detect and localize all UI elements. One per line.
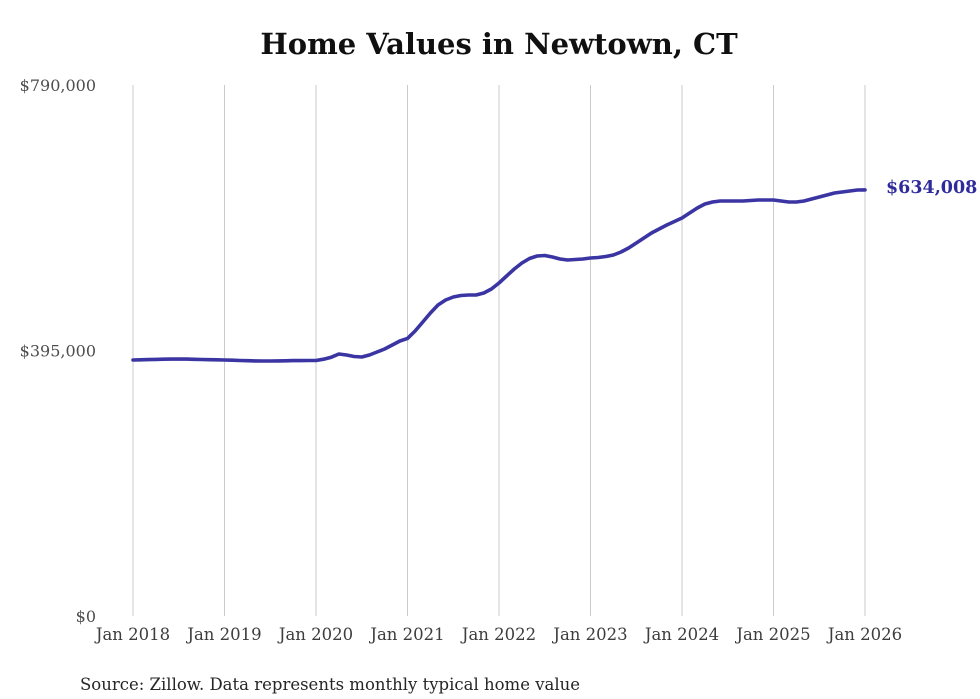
latest-value-label: $634,008 (886, 178, 977, 198)
x-tick-label: Jan 2022 (460, 625, 536, 644)
source-note: Source: Zillow. Data represents monthly … (80, 675, 580, 694)
x-tick-label: Jan 2023 (551, 625, 627, 644)
y-axis-labels: $0 $395,000 $790,000 (20, 76, 96, 626)
y-tick-label: $395,000 (20, 342, 96, 361)
x-tick-label: Jan 2021 (368, 625, 444, 644)
x-axis-labels: Jan 2018 Jan 2019 Jan 2020 Jan 2021 Jan 2022… (94, 625, 902, 644)
home-value-line (131, 188, 867, 363)
x-tick-label: Jan 2020 (277, 625, 353, 644)
chart-title: Home Values in Newtown, CT (260, 27, 738, 61)
x-tick-label: Jan 2024 (643, 625, 719, 644)
x-tick-label: Jan 2018 (94, 625, 170, 644)
x-tick-label: Jan 2026 (826, 625, 902, 644)
x-tick-label: Jan 2019 (185, 625, 261, 644)
x-tick-label: Jan 2025 (734, 625, 810, 644)
gridlines (132, 85, 866, 616)
y-tick-label: $790,000 (20, 76, 96, 95)
y-tick-label: $0 (76, 607, 96, 626)
